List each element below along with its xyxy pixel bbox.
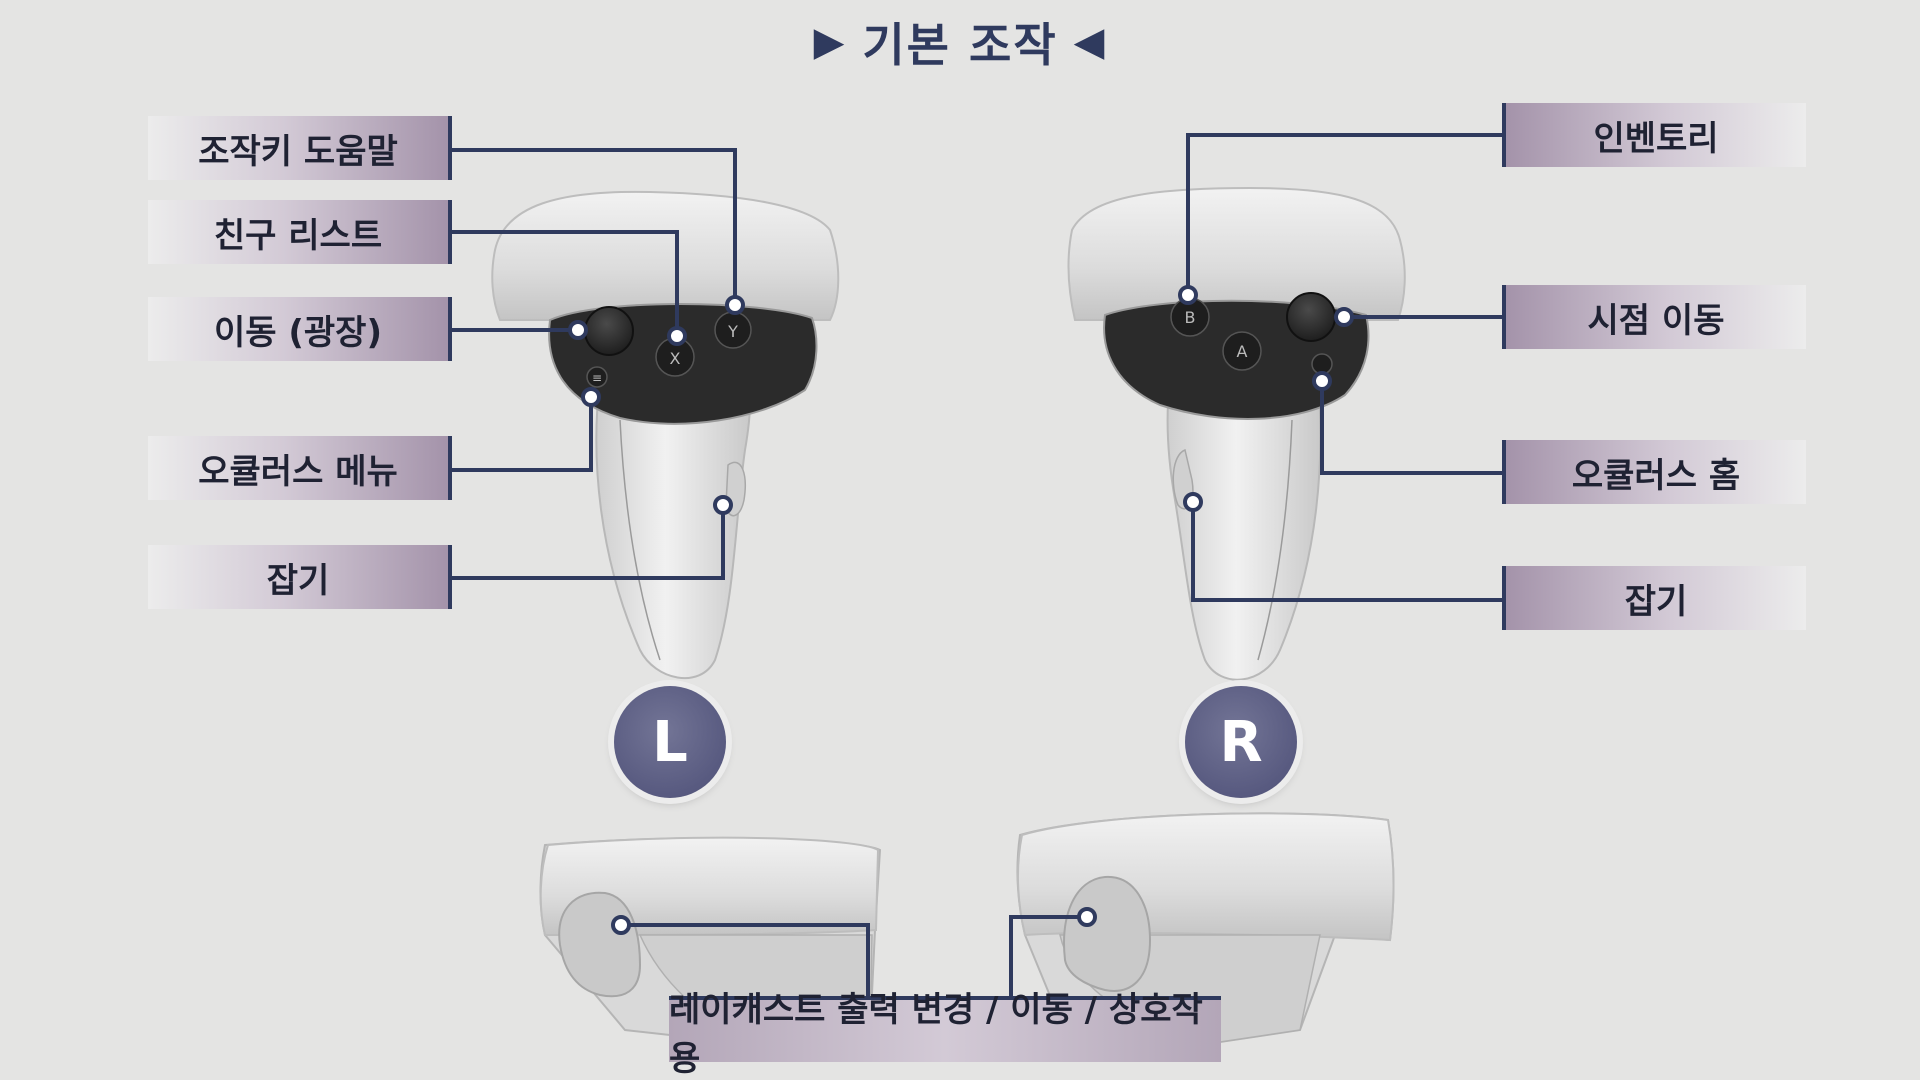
label-oculus-home: 오큘러스 홈 bbox=[1502, 440, 1806, 504]
label-view: 시점 이동 bbox=[1502, 285, 1806, 349]
dot-left-grip bbox=[713, 495, 733, 515]
help-line bbox=[447, 148, 737, 305]
dot-y-button bbox=[725, 295, 745, 315]
dot-menu-button bbox=[581, 387, 601, 407]
dot-right-trigger bbox=[1077, 907, 1097, 927]
left-handle bbox=[595, 358, 752, 679]
left-controller-side bbox=[539, 836, 882, 1047]
b-button-label: B bbox=[1185, 308, 1196, 327]
title-left-marker: ◀ bbox=[1073, 19, 1107, 65]
page-title: ▶ 기본 조작 ◀ bbox=[0, 12, 1920, 72]
dot-right-grip bbox=[1183, 492, 1203, 512]
menu-button bbox=[586, 366, 608, 388]
left-trigger-line bbox=[621, 923, 870, 1000]
right-tracking-ring bbox=[1067, 186, 1406, 321]
friends-line bbox=[447, 230, 679, 336]
label-move: 이동 (광장) bbox=[148, 297, 452, 361]
title-right-marker: ▶ bbox=[813, 19, 847, 65]
label-trigger: 레이캐스트 출력 변경 / 이동 / 상호작용 bbox=[669, 990, 1221, 1079]
right-handle bbox=[1166, 379, 1322, 681]
label-friends: 친구 리스트 bbox=[148, 200, 452, 264]
a-button bbox=[1222, 331, 1262, 371]
dot-b-button bbox=[1178, 285, 1198, 305]
callout-dots bbox=[568, 285, 1354, 935]
left-badge: L bbox=[614, 686, 726, 798]
oculus-menu-line bbox=[447, 397, 593, 472]
oculus-home-line bbox=[1320, 381, 1505, 475]
right-badge: R bbox=[1185, 686, 1297, 798]
y-button-label: Y bbox=[727, 322, 738, 341]
callout-lines bbox=[447, 133, 1505, 1000]
left-grab-line bbox=[447, 505, 725, 580]
label-inventory: 인벤토리 bbox=[1502, 103, 1806, 167]
dot-x-button bbox=[667, 326, 687, 346]
left-controller: X Y ≡ bbox=[491, 190, 840, 679]
right-grab-line bbox=[1191, 502, 1505, 602]
a-button-label: A bbox=[1237, 342, 1248, 361]
dot-home-button bbox=[1312, 371, 1332, 391]
label-help: 조작키 도움말 bbox=[148, 116, 452, 180]
left-thumbstick bbox=[584, 306, 634, 356]
right-trigger bbox=[1063, 875, 1152, 992]
label-oculus-menu: 오큘러스 메뉴 bbox=[148, 436, 452, 500]
right-thumbstick bbox=[1286, 292, 1336, 342]
left-tracking-ring bbox=[491, 190, 840, 321]
dot-right-stick bbox=[1334, 307, 1354, 327]
right-controller-side bbox=[1016, 812, 1395, 1047]
title-text: 기본 조작 bbox=[862, 18, 1058, 72]
menu-button-icon: ≡ bbox=[592, 371, 602, 385]
left-trigger bbox=[558, 891, 642, 998]
right-trigger-line bbox=[1009, 915, 1087, 1000]
label-left-grab: 잡기 bbox=[148, 545, 452, 609]
right-controller: B A bbox=[1067, 186, 1406, 681]
x-button-label: X bbox=[670, 349, 681, 368]
label-right-grab: 잡기 bbox=[1502, 566, 1806, 630]
inventory-line bbox=[1186, 133, 1505, 295]
dot-left-stick bbox=[568, 320, 588, 340]
dot-left-trigger bbox=[611, 915, 631, 935]
